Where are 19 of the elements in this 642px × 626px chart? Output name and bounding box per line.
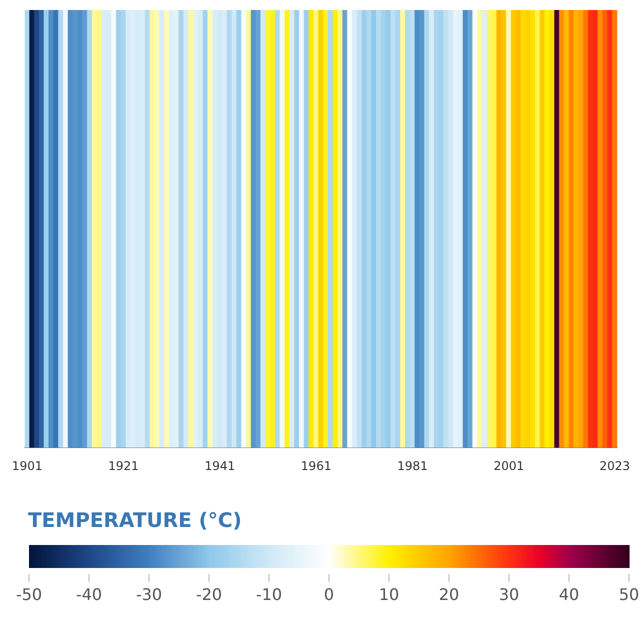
color-bar-label: 40 [558, 585, 580, 604]
color-bar-label: 10 [378, 585, 400, 604]
color-bar-label: -40 [76, 585, 102, 604]
x-tick-label: 1921 [108, 458, 139, 473]
x-tick-label: 1981 [397, 458, 428, 473]
color-bar-label: 50 [618, 585, 640, 604]
color-bar-title: TEMPERATURE (°C) [28, 508, 242, 532]
x-tick-label: 1901 [12, 458, 42, 473]
color-bar-label: -30 [136, 585, 162, 604]
x-tick-label: 1961 [300, 458, 332, 473]
x-tick-label: 2023 [600, 458, 630, 473]
color-bar-label: 20 [438, 585, 460, 604]
color-bar-label: -10 [256, 585, 282, 604]
color-bar-label: 30 [498, 585, 520, 604]
color-bar-label: -20 [196, 585, 222, 604]
x-tick-label: 1941 [204, 458, 236, 473]
color-bar-label: -50 [16, 585, 42, 604]
x-tick-label: 2001 [494, 458, 524, 473]
color-bar-label: 0 [324, 585, 334, 604]
